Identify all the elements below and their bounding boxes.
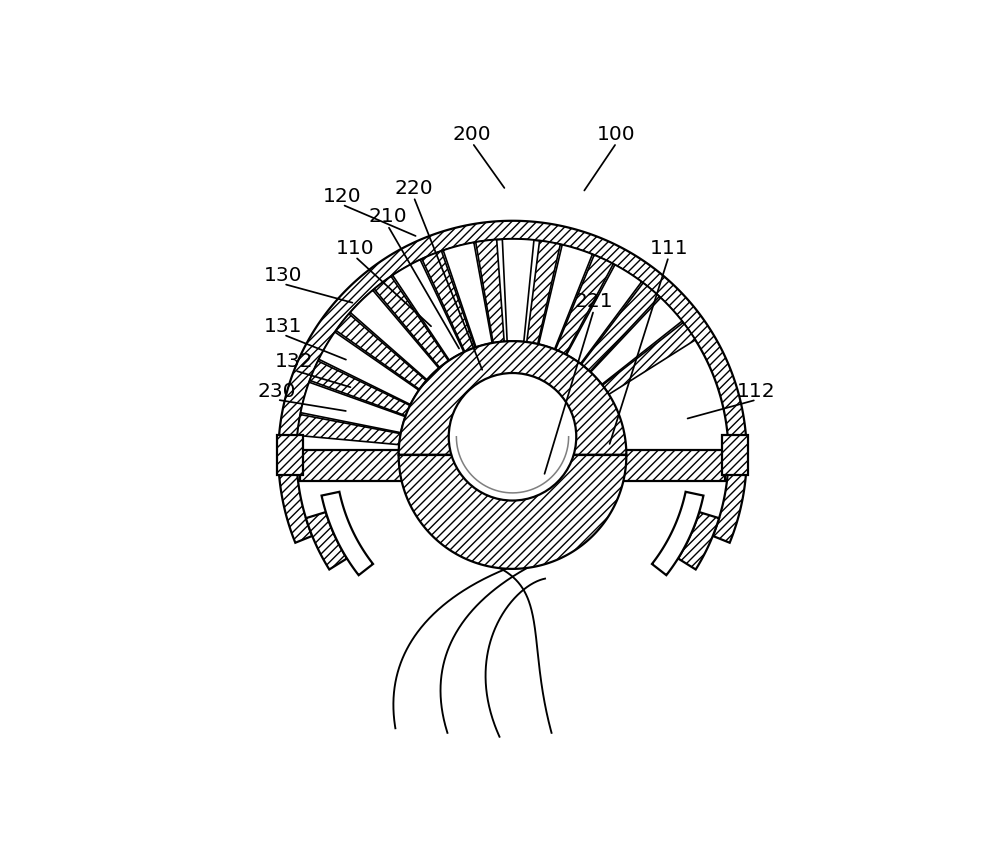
Polygon shape xyxy=(566,266,642,365)
Text: 221: 221 xyxy=(575,291,613,311)
Polygon shape xyxy=(306,512,347,570)
Polygon shape xyxy=(301,382,405,433)
Polygon shape xyxy=(556,256,613,354)
Polygon shape xyxy=(443,243,492,348)
Polygon shape xyxy=(591,299,682,385)
Text: 111: 111 xyxy=(649,238,688,257)
Polygon shape xyxy=(319,333,419,405)
Polygon shape xyxy=(336,315,426,390)
Polygon shape xyxy=(722,436,748,476)
Polygon shape xyxy=(602,323,695,395)
Polygon shape xyxy=(393,261,464,361)
Text: 120: 120 xyxy=(323,187,361,205)
Polygon shape xyxy=(581,284,659,372)
Circle shape xyxy=(449,374,576,501)
Polygon shape xyxy=(277,436,303,476)
Polygon shape xyxy=(310,361,410,416)
Polygon shape xyxy=(539,246,592,349)
Text: 220: 220 xyxy=(394,178,433,197)
Polygon shape xyxy=(678,512,719,570)
Text: 100: 100 xyxy=(597,125,636,143)
Polygon shape xyxy=(399,342,626,456)
Polygon shape xyxy=(278,221,747,543)
Polygon shape xyxy=(399,456,626,569)
Text: 230: 230 xyxy=(258,381,296,400)
Text: 210: 210 xyxy=(368,207,407,226)
Polygon shape xyxy=(476,241,504,344)
Polygon shape xyxy=(652,492,703,576)
Text: 112: 112 xyxy=(737,381,776,400)
Polygon shape xyxy=(322,492,373,576)
Polygon shape xyxy=(527,241,560,344)
Polygon shape xyxy=(422,252,475,352)
Polygon shape xyxy=(300,450,725,481)
Polygon shape xyxy=(502,240,534,343)
Text: 130: 130 xyxy=(264,266,303,284)
Text: 132: 132 xyxy=(275,352,314,371)
Text: 110: 110 xyxy=(336,238,374,257)
Text: 131: 131 xyxy=(264,316,303,335)
Text: 200: 200 xyxy=(453,125,491,143)
Polygon shape xyxy=(297,415,401,445)
Polygon shape xyxy=(350,291,439,381)
Polygon shape xyxy=(374,277,448,368)
